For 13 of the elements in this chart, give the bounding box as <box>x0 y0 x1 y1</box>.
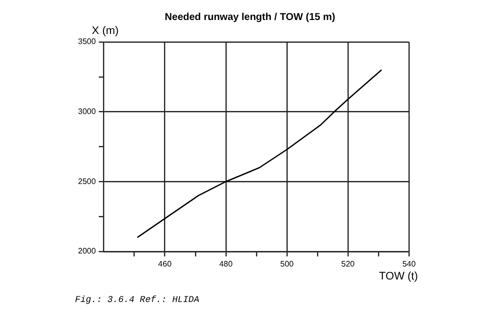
y-tick-label: 2000 <box>78 246 96 256</box>
x-tick-label: 520 <box>341 259 356 268</box>
x-axis-title: TOW (t) <box>379 270 418 282</box>
x-tick-label: 540 <box>402 259 416 268</box>
text: Fig.: 3.6.4 Ref.: HLIDA <box>75 295 200 305</box>
chart-title: Needed runway length / TOW (15 m) <box>164 12 336 23</box>
y-tick-label: 2500 <box>78 176 96 186</box>
x-tick-label: 500 <box>280 259 294 268</box>
y-tick-label: 3000 <box>78 107 96 116</box>
x-tick-label: 480 <box>219 259 234 268</box>
y-tick-label: 3500 <box>78 37 96 46</box>
y-axis-title: X (m) <box>92 25 119 37</box>
x-tick-label: 460 <box>158 259 172 268</box>
